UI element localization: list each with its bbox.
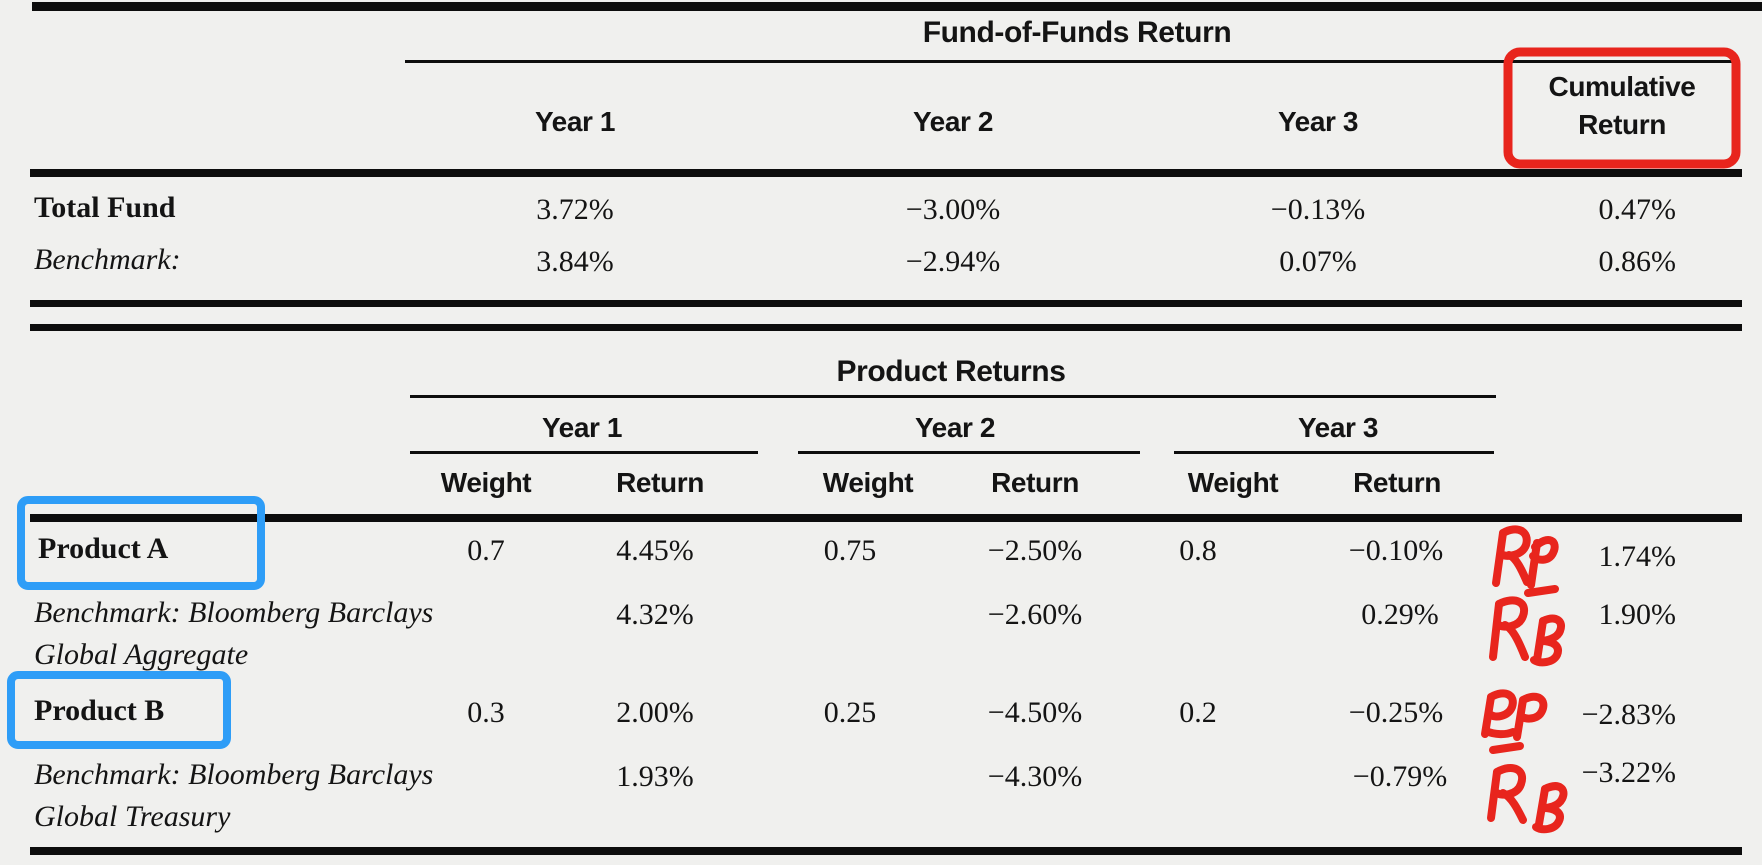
product-b-return1: 2.00% [616,696,694,729]
table1-header-year1: Year 1 [534,106,616,137]
product-b-return2: −4.50% [987,696,1083,729]
benchmark-b-label-line2: Global Treasury [34,800,231,833]
table1-benchmark-year2: −2.94% [905,245,1001,278]
table1-row-label-benchmark: Benchmark: [34,243,181,276]
table1-total-fund-cumulative: 0.47% [1598,193,1677,226]
benchmark-b-return2: −4.30% [987,760,1083,793]
table2-title-rule [410,395,1496,398]
benchmark-a-label-line1: Benchmark: Bloomberg Barclays [34,596,434,629]
cumulative-header-line1: Cumulative [1548,71,1696,102]
product-a-weight3: 0.8 [1179,534,1217,567]
handwriting-rbar-b-benchmark-a [1489,585,1565,667]
benchmark-b-return1: 1.93% [616,760,694,793]
handwriting-rbar-b-benchmark-b [1487,742,1568,834]
table1-header-rule [30,169,1742,177]
table2-header-year2: Year 2 [914,412,996,443]
benchmark-a-return2: −2.60% [987,598,1083,631]
product-b-cumulative: −2.83% [1581,698,1676,731]
benchmark-b-label-line1: Benchmark: Bloomberg Barclays [34,758,434,791]
product-a-cumulative: 1.74% [1598,540,1677,573]
product-a-return1: 4.45% [616,534,694,567]
table1-total-fund-year1: 3.72% [536,193,614,226]
table2-header-rule [30,514,1742,522]
table1-title: Fund-of-Funds Return [922,16,1232,49]
table1-benchmark-year3: 0.07% [1279,245,1357,278]
table2-year1-underline [410,451,758,454]
table2-header-year3: Year 3 [1297,412,1379,443]
table1-benchmark-cumulative: 0.86% [1598,245,1677,278]
table2-bottom-rule [30,847,1742,855]
table1-header-year2: Year 2 [912,106,994,137]
benchmark-a-cumulative: 1.90% [1598,598,1677,631]
table2-subheader-weight1: Weight [440,467,532,498]
product-a-return2: −2.50% [987,534,1083,567]
product-b-return3: −0.25% [1348,696,1444,729]
table1-benchmark-year1: 3.84% [536,245,614,278]
table2-row-label-product-a: Product A [38,532,169,565]
table1-header-year3: Year 3 [1277,106,1359,137]
cumulative-header-line2: Return [1578,109,1666,140]
product-a-weight1: 0.7 [467,534,505,567]
top-border-rule [32,2,1762,11]
table1-row-label-total-fund: Total Fund [34,191,176,224]
product-b-weight1: 0.3 [467,696,505,729]
benchmark-b-return3: −0.79% [1352,760,1448,793]
table1-header-cumulative: Cumulative Return [1549,68,1696,144]
table2-subheader-weight3: Weight [1187,467,1279,498]
table1-total-fund-year3: −0.13% [1270,193,1366,226]
product-b-weight3: 0.2 [1179,696,1217,729]
table2-subheader-return3: Return [1353,467,1441,498]
handwriting-rp-product-b [1481,689,1548,741]
table1-title-rule [405,60,1737,63]
product-b-weight2: 0.25 [823,696,877,729]
benchmark-a-return3: 0.29% [1361,598,1439,631]
benchmark-a-label-line2: Global Aggregate [34,638,249,671]
table-separator-rule [30,324,1742,331]
table2-year2-underline [798,451,1140,454]
table2-year3-underline [1174,451,1494,454]
table2-row-label-product-b: Product B [34,694,165,727]
handwriting-rp-product-a [1492,525,1559,589]
benchmark-b-cumulative: −3.22% [1581,756,1676,789]
table2-subheader-return2: Return [991,467,1079,498]
table2-subheader-weight2: Weight [822,467,914,498]
table1-total-fund-year2: −3.00% [905,193,1001,226]
table2-header-year1: Year 1 [541,412,623,443]
product-a-weight2: 0.75 [823,534,877,567]
table2-title: Product Returns [836,355,1066,388]
benchmark-a-return1: 4.32% [616,598,694,631]
table1-bottom-rule [30,300,1742,307]
table2-subheader-return1: Return [616,467,704,498]
product-a-return3: −0.10% [1348,534,1444,567]
